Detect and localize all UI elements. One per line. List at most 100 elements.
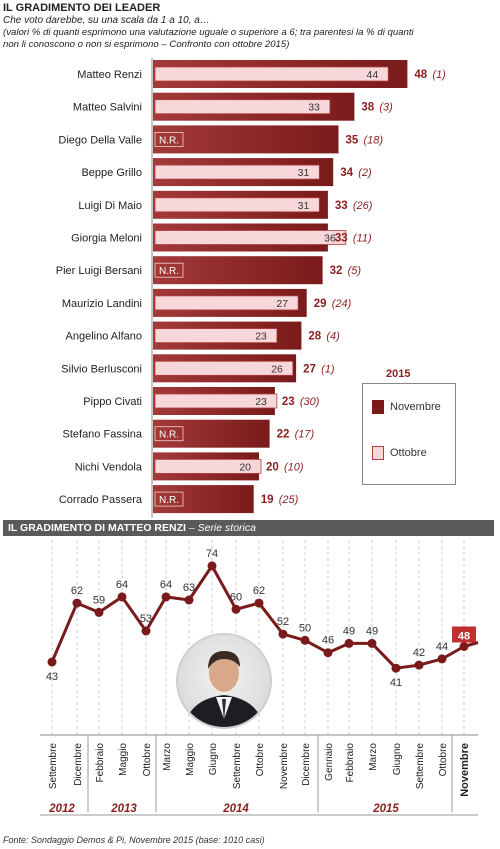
value-unknown-matteo-salvini: (3): [379, 102, 393, 114]
renzi-photo: [176, 633, 272, 729]
month-label-6: Maggio: [185, 743, 196, 776]
bar-ottobre-luigi-di-maio: [154, 197, 320, 213]
series-subtitle: – Serie storica: [185, 522, 256, 534]
value-novembre-pier-luigi-bersani: 32: [330, 265, 343, 277]
leaders-bar-chart: Matteo Renzi 44 48 (1) Matteo Salvini 33 38 (3)…: [56, 58, 446, 518]
month-label-17: Ottobre: [438, 743, 449, 777]
bar-ottobre-pippo-civati: [154, 393, 278, 409]
bar-novembre-pier-luigi-bersani: [153, 256, 323, 285]
year-label-2012: 2012: [48, 803, 75, 815]
value-label-17: 44: [436, 641, 448, 653]
point-15: [391, 663, 401, 673]
month-label-8: Settembre: [232, 743, 243, 790]
value-unknown-giorgia-meloni: (11): [353, 233, 372, 245]
point-5: [161, 592, 171, 602]
bar-ottobre-nr-pier-luigi-bersani: [154, 262, 184, 278]
label-ottobre-giorgia-meloni: 36: [324, 233, 336, 245]
bar-ottobre-nr-stefano-fassina: [154, 426, 184, 442]
value-novembre-corrado-passera: 19: [261, 494, 274, 506]
value-novembre-matteo-salvini: 38: [361, 102, 374, 114]
label-ottobre-angelino-alfano: 23: [255, 331, 267, 343]
category-label-corrado-passera: Corrado Passera: [59, 494, 143, 506]
value-label-5: 64: [160, 579, 172, 591]
series-title: IL GRADIMENTO DI MATTEO RENZI – Serie st…: [8, 522, 256, 534]
bar-novembre-corrado-passera: [153, 485, 254, 514]
point-13: [344, 638, 354, 648]
label-ottobre-silvio-berlusconi: 26: [271, 363, 283, 375]
point-4: [141, 626, 151, 636]
bar-ottobre-nr-diego-della-valle: [154, 131, 184, 147]
bar-ottobre-matteo-salvini: [154, 99, 331, 115]
month-label-14: Marzo: [368, 743, 379, 771]
value-label-9: 62: [253, 585, 265, 597]
label-ottobre-luigi-di-maio: 31: [298, 200, 310, 212]
month-label-16: Settembre: [415, 743, 426, 790]
value-novembre-nichi-vendola: 20: [266, 461, 279, 473]
value-label-7: 74: [206, 548, 218, 560]
legend-year: 2015: [386, 368, 411, 380]
month-label-2: Febbraio: [95, 743, 106, 783]
value-label-0: 43: [46, 671, 58, 683]
month-label-7: Giugno: [208, 743, 219, 776]
label-ottobre-nichi-vendola: 20: [239, 461, 251, 473]
value-label-1: 62: [71, 585, 83, 597]
label-ottobre-stefano-fassina: N.R.: [159, 430, 179, 441]
month-label-1: Dicembre: [73, 743, 84, 786]
point-1: [72, 598, 82, 608]
value-novembre-maurizio-landini: 29: [314, 298, 327, 310]
value-unknown-pier-luigi-bersani: (5): [348, 265, 362, 277]
value-unknown-stefano-fassina: (17): [295, 429, 315, 441]
category-label-giorgia-meloni: Giorgia Meloni: [71, 233, 142, 245]
category-label-nichi-vendola: Nichi Vendola: [75, 461, 143, 473]
value-novembre-giorgia-meloni: 33: [335, 233, 348, 245]
value-label-16: 42: [413, 647, 425, 659]
bar-ottobre-beppe-grillo: [154, 164, 320, 180]
value-novembre-stefano-fassina: 22: [277, 429, 290, 441]
label-ottobre-pippo-civati: 23: [255, 396, 267, 408]
label-ottobre-diego-della-valle: N.R.: [159, 135, 179, 146]
label-ottobre-corrado-passera: N.R.: [159, 495, 179, 506]
category-label-luigi-di-maio: Luigi Di Maio: [78, 200, 142, 212]
category-label-matteo-salvini: Matteo Salvini: [73, 102, 142, 114]
value-label-14: 49: [366, 625, 378, 637]
value-label-3: 64: [116, 579, 128, 591]
value-label-2: 59: [93, 594, 105, 606]
category-label-stefano-fassina: Stefano Fassina: [63, 429, 143, 441]
category-label-angelino-alfano: Angelino Alfano: [66, 331, 142, 343]
month-label-5: Marzo: [162, 743, 173, 771]
bar-novembre-diego-della-valle: [153, 125, 339, 154]
value-novembre-diego-della-valle: 35: [346, 134, 359, 146]
month-label-18: Novembre: [459, 743, 471, 797]
point-16: [414, 660, 424, 670]
point-10: [278, 629, 288, 639]
value-novembre-angelino-alfano: 28: [308, 331, 321, 343]
value-label-13: 49: [343, 625, 355, 637]
bar-ottobre-silvio-berlusconi: [154, 360, 294, 376]
series-header: IL GRADIMENTO DI MATTEO RENZI – Serie st…: [3, 520, 494, 536]
legend: Novembre Ottobre: [362, 383, 456, 485]
value-unknown-matteo-renzi: (1): [432, 69, 446, 81]
bar-ottobre-nichi-vendola: [154, 458, 262, 474]
point-11: [300, 635, 310, 645]
value-label-8: 60: [230, 591, 242, 603]
value-novembre-beppe-grillo: 34: [340, 167, 353, 179]
latest-value-box: [452, 626, 476, 643]
point-8: [231, 604, 241, 614]
year-label-2014: 2014: [222, 803, 249, 815]
year-label-2015: 2015: [372, 803, 399, 815]
value-unknown-diego-della-valle: (18): [364, 134, 384, 146]
point-3: [117, 592, 127, 602]
point-9: [254, 598, 264, 608]
month-label-0: Settembre: [48, 743, 59, 790]
value-label-6: 63: [183, 582, 195, 594]
bar-ottobre-matteo-renzi: [154, 66, 389, 82]
category-label-pier-luigi-bersani: Pier Luigi Bersani: [56, 265, 142, 277]
bar-novembre-stefano-fassina: [153, 419, 270, 448]
bar-ottobre-giorgia-meloni: [154, 230, 347, 245]
chart-subtitle: Che voto darebbe, su una scala da 1 a 10…: [3, 15, 210, 26]
category-label-silvio-berlusconi: Silvio Berlusconi: [61, 363, 142, 375]
point-7: [207, 561, 217, 571]
month-label-15: Giugno: [392, 743, 403, 776]
year-label-2013: 2013: [110, 803, 137, 815]
value-unknown-silvio-berlusconi: (1): [321, 363, 335, 375]
